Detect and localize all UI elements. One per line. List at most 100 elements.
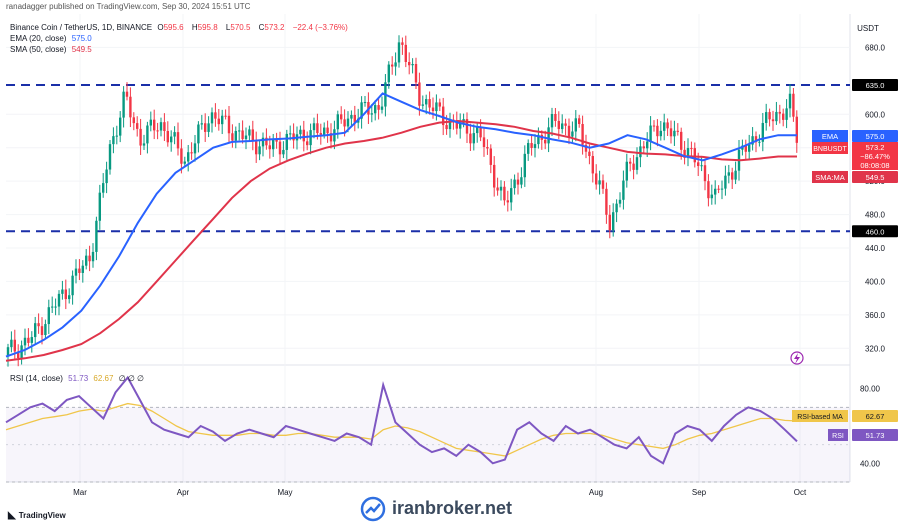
currency-label: USDT <box>857 24 879 33</box>
candle-body <box>224 115 227 117</box>
candle-body <box>605 188 608 215</box>
candle-body <box>595 173 598 185</box>
candle-body <box>703 165 707 182</box>
candle-body <box>200 123 203 125</box>
candle-body <box>180 148 183 164</box>
candle-body <box>707 181 710 199</box>
candle-body <box>795 116 798 143</box>
rsi-name-tag: RSI <box>832 433 844 440</box>
rsi-price-tag-bg <box>852 429 898 441</box>
candle-body <box>112 136 115 145</box>
candle-body <box>734 170 737 180</box>
price-tick-label: 440.0 <box>865 244 886 253</box>
candle-body <box>493 164 496 188</box>
candle-body <box>503 186 506 201</box>
rsi-legend[interactable]: RSI (14, close) 51.73 62.67 ∅ ∅ ∅ <box>10 374 147 383</box>
candle-body <box>489 148 492 165</box>
candle-body <box>261 137 265 147</box>
candle-body <box>353 114 356 123</box>
rsi-ma-price-tag: 62.67 <box>866 412 885 421</box>
sma-legend[interactable]: SMA (50, close) 549.5 <box>10 45 95 54</box>
ema-20-line <box>5 92 797 358</box>
candle-body <box>622 180 625 200</box>
candle-body <box>302 129 305 142</box>
candle-body <box>455 121 458 129</box>
ema-value: 575.0 <box>71 34 92 43</box>
bar-countdown: 08:08:08 <box>860 161 889 170</box>
candle-body <box>275 139 278 142</box>
candle-body <box>156 130 159 132</box>
candle-body <box>207 123 210 132</box>
rsi-value: 51.73 <box>68 374 89 383</box>
publish-header: ranadagger published on TradingView.com,… <box>0 0 900 14</box>
candle-body <box>37 323 40 327</box>
candle-body <box>204 123 207 132</box>
candle-body <box>513 179 516 189</box>
symbol-legend: Binance Coin / TetherUS, 1D, BINANCE O59… <box>10 23 351 32</box>
candle-body <box>299 129 302 135</box>
candle-body <box>748 144 751 152</box>
candle-body <box>122 91 125 118</box>
candle-body <box>465 119 469 134</box>
time-tick-label: May <box>277 488 292 497</box>
candle-body <box>217 118 220 125</box>
candle-body <box>95 220 98 252</box>
candle-body <box>690 148 693 150</box>
candle-body <box>221 115 224 125</box>
candle-body <box>47 307 50 325</box>
iranbroker-logo-icon <box>360 496 386 522</box>
candle-body <box>64 289 67 300</box>
candle-body <box>88 255 91 262</box>
candle-body <box>23 337 27 346</box>
candle-body <box>85 255 88 266</box>
candle-body <box>425 99 428 105</box>
candle-body <box>618 199 622 204</box>
tradingview-icon: ◣ <box>8 510 16 521</box>
candle-body <box>187 152 190 162</box>
candle-body <box>234 130 237 141</box>
candle-body <box>197 124 200 144</box>
candle-body <box>71 275 74 296</box>
candle-body <box>761 122 764 142</box>
candle-body <box>173 132 176 137</box>
sma-name-tag: SMA:MA <box>815 173 845 182</box>
candle-body <box>778 111 781 114</box>
candle-body <box>272 139 275 150</box>
candle-body <box>516 179 520 185</box>
candle-body <box>258 146 261 155</box>
ohlc-close: C573.2 <box>258 23 285 32</box>
candle-body <box>683 149 686 158</box>
candle-body <box>78 268 81 273</box>
price-tick-label: 600.0 <box>865 110 886 119</box>
candle-body <box>343 119 346 127</box>
ema-legend[interactable]: EMA (20, close) 575.0 <box>10 34 95 43</box>
time-tick-label: Mar <box>73 488 87 497</box>
candle-body <box>268 145 271 150</box>
candle-body <box>81 265 84 273</box>
candle-body <box>285 133 288 150</box>
candle-body <box>319 133 322 135</box>
candle-body <box>170 136 173 143</box>
candle-body <box>533 144 537 148</box>
candle-body <box>289 133 292 135</box>
candle-body <box>561 123 564 130</box>
watermark-text: iranbroker.net <box>392 498 513 518</box>
candle-body <box>183 161 186 164</box>
candle-body <box>520 177 523 185</box>
sma-price-tag: 549.5 <box>866 173 885 182</box>
candle-body <box>472 133 475 144</box>
candle-body <box>758 141 761 143</box>
candle-body <box>476 127 479 134</box>
candle-body <box>34 323 37 338</box>
candle-body <box>265 137 268 146</box>
close-price-change: −86.47% <box>860 152 890 161</box>
resistance-price-tag-bg <box>852 79 898 92</box>
candle-body <box>438 102 441 107</box>
candle-body <box>571 131 574 137</box>
tradingview-logo[interactable]: ◣ TradingView <box>8 510 66 521</box>
time-tick-label: Apr <box>177 488 190 497</box>
candle-body <box>635 157 639 170</box>
candle-body <box>397 42 401 63</box>
candle-body <box>578 118 581 125</box>
